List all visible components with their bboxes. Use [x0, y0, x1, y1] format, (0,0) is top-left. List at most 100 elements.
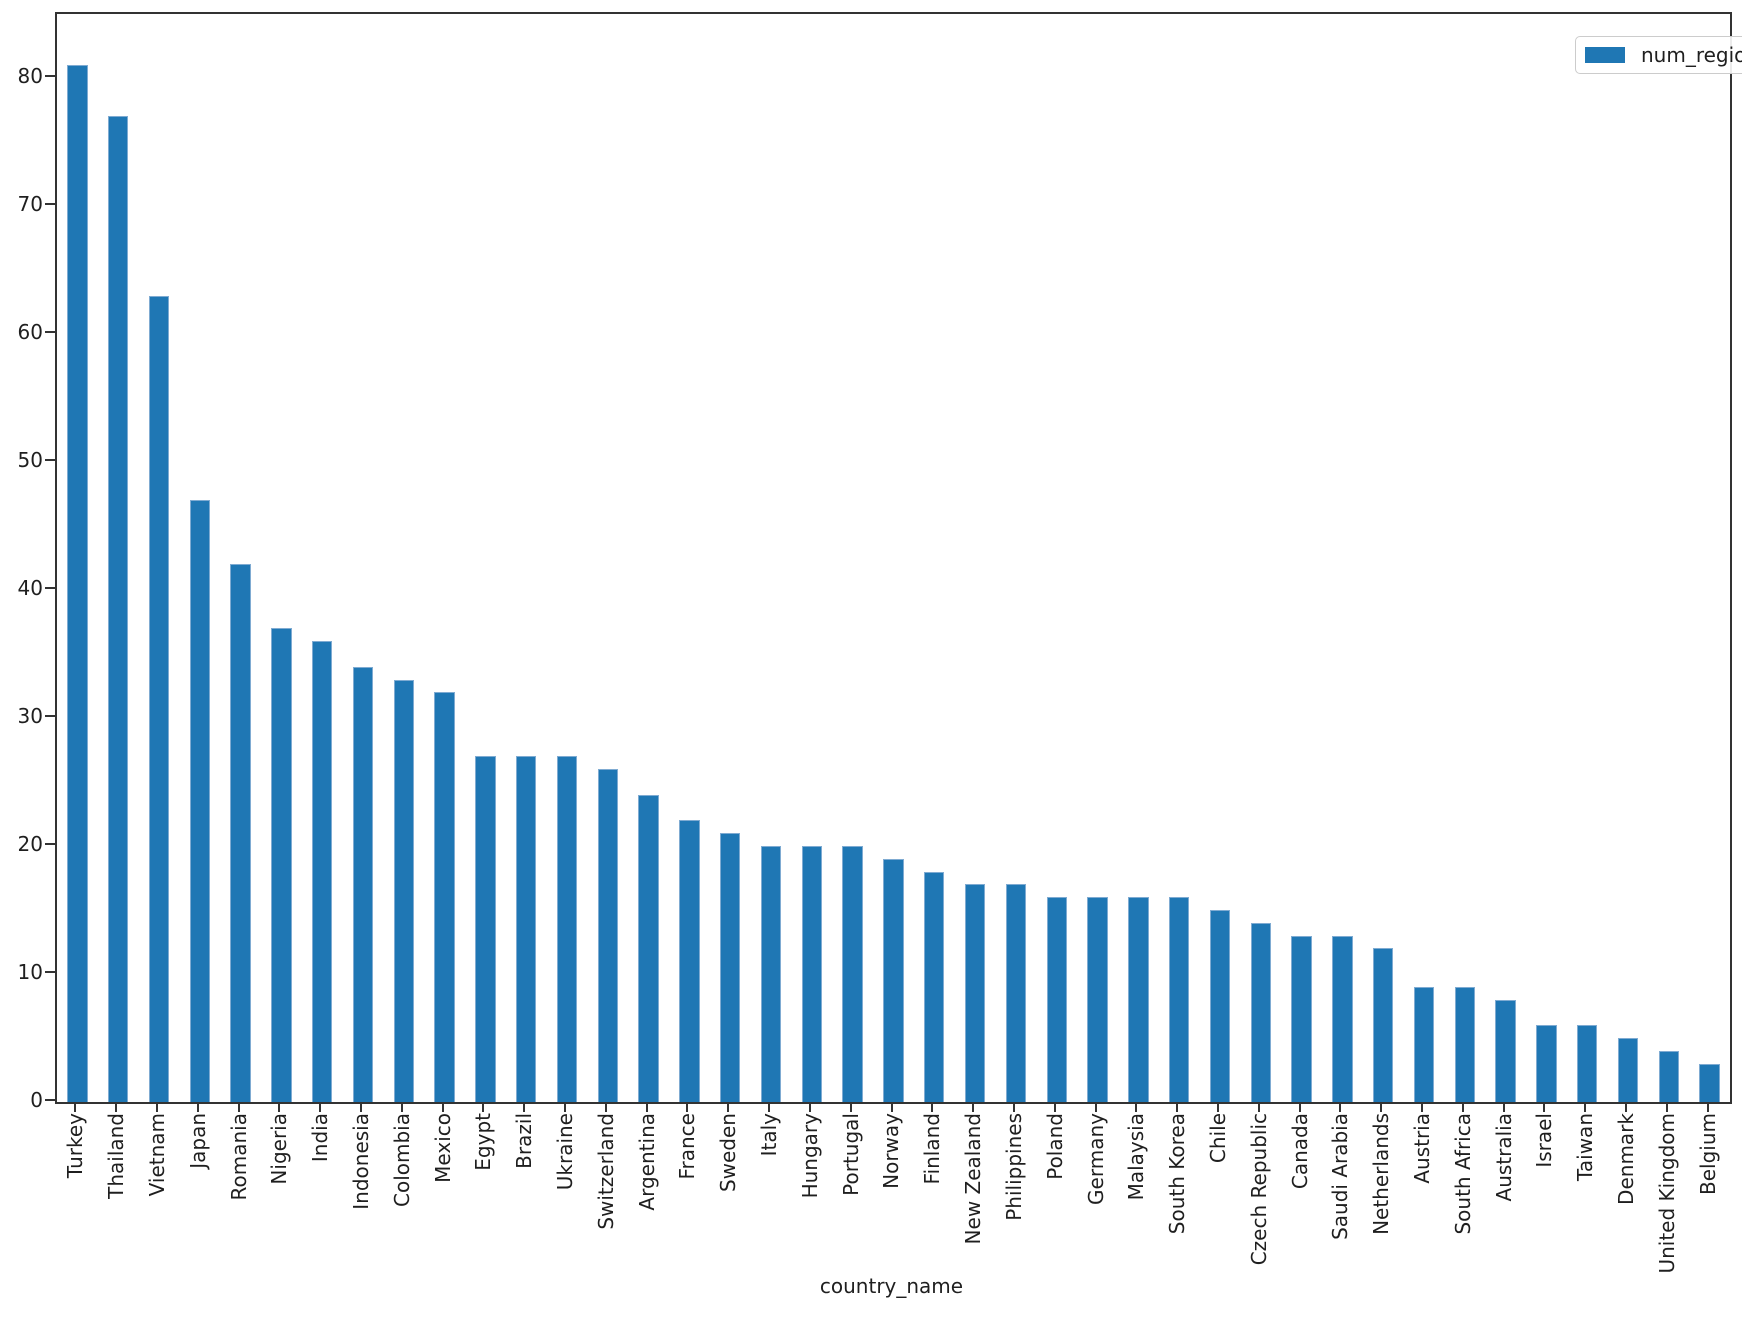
x-tick-label-slot: Malaysia: [1116, 1113, 1157, 1200]
bar-thailand: [108, 116, 129, 1102]
bar-mexico: [434, 692, 455, 1102]
y-tick-mark-60: [45, 331, 55, 333]
x-tick-mark: [441, 1102, 444, 1112]
bar-philippines: [1005, 884, 1027, 1102]
bar-belgium: [1699, 1063, 1720, 1102]
x-tick-label-slot: Nigeria: [259, 1113, 300, 1185]
x-tick-mark: [1543, 1102, 1546, 1112]
x-tick-label-czech-republic: Czech Republic: [1246, 1113, 1271, 1266]
x-tick-label-slot: Sweden: [708, 1113, 749, 1192]
bar-germany: [1087, 897, 1108, 1102]
x-tick-label-poland: Poland: [1042, 1113, 1067, 1180]
x-tick-label-austria: Austria: [1409, 1113, 1434, 1184]
bar-austria: [1413, 986, 1435, 1102]
x-tick-label-slot: United Kingdom: [1646, 1113, 1687, 1274]
x-tick-label-new-zealand: New Zealand: [961, 1113, 986, 1245]
bar-france: [679, 820, 700, 1102]
x-tick-label-israel: Israel: [1532, 1113, 1557, 1168]
x-tick-label-slot: Turkey: [55, 1113, 96, 1178]
y-tick-label-20: 20: [17, 832, 43, 856]
x-tick-label-colombia: Colombia: [389, 1113, 414, 1207]
plot-area: num_regions: [55, 12, 1742, 1104]
x-tick-label-japan: Japan: [185, 1113, 210, 1169]
x-tick-label-portugal: Portugal: [838, 1113, 863, 1196]
x-tick-label-belgium: Belgium: [1695, 1113, 1720, 1195]
y-tick-mark-40: [45, 587, 55, 589]
x-tick-mark: [1298, 1102, 1301, 1112]
x-tick-label-slot: Indonesia: [341, 1113, 382, 1210]
x-tick-label-slot: Brazil: [504, 1113, 545, 1169]
x-tick-mark: [1176, 1102, 1179, 1112]
y-tick-mark-20: [45, 843, 55, 845]
y-tick-mark-50: [45, 459, 55, 461]
x-tick-mark: [523, 1102, 526, 1112]
x-tick-label-turkey: Turkey: [63, 1113, 88, 1179]
bar-sweden: [720, 833, 741, 1102]
bar-vietnam: [148, 295, 170, 1102]
x-tick-label-argentina: Argentina: [634, 1113, 659, 1211]
x-tick-label-slot: South Africa: [1442, 1113, 1483, 1235]
y-tick-mark-10: [45, 971, 55, 973]
x-tick-label-south-korea: South Korea: [1165, 1113, 1190, 1235]
x-tick-label-slot: Italy: [749, 1113, 790, 1156]
x-tick-mark: [1012, 1102, 1015, 1112]
x-tick-label-sweden: Sweden: [716, 1113, 741, 1193]
y-tick-label-50: 50: [17, 448, 43, 472]
x-tick-label-mexico: Mexico: [430, 1113, 455, 1183]
x-tick-mark: [1094, 1102, 1097, 1112]
bar-egypt: [475, 756, 496, 1102]
bar-saudi-arabia: [1332, 935, 1353, 1102]
x-tick-label-slot: Saudi Arabia: [1320, 1113, 1361, 1240]
x-tick-label-slot: Philippines: [994, 1113, 1035, 1221]
x-tick-label-switzerland: Switzerland: [593, 1113, 618, 1230]
bar-south-africa: [1454, 986, 1475, 1102]
bar-south-korea: [1168, 897, 1190, 1102]
x-tick-label-slot: France: [667, 1113, 708, 1180]
bar-switzerland: [597, 769, 619, 1102]
x-tick-label-slot: Belgium: [1687, 1113, 1728, 1195]
x-tick-mark: [1461, 1102, 1464, 1112]
bar-indonesia: [352, 666, 374, 1102]
legend-swatch-icon: [1585, 47, 1625, 63]
x-tick-mark: [1257, 1102, 1260, 1112]
x-tick-mark: [237, 1102, 240, 1112]
x-tick-label-slot: Egypt: [463, 1113, 504, 1171]
legend-label: num_regions: [1641, 43, 1742, 67]
x-tick-label-slot: Portugal: [830, 1113, 871, 1196]
x-tick-label-hungary: Hungary: [797, 1113, 822, 1199]
y-tick-label-80: 80: [17, 64, 43, 88]
x-tick-mark: [74, 1102, 77, 1112]
x-tick-label-south-africa: South Africa: [1450, 1113, 1475, 1235]
bar-denmark: [1617, 1038, 1639, 1102]
x-tick-mark: [808, 1102, 811, 1112]
bar-hungary: [801, 846, 823, 1102]
x-tick-mark: [360, 1102, 363, 1112]
x-tick-mark: [645, 1102, 648, 1112]
x-tick-mark: [319, 1102, 322, 1112]
x-tick-label-ukraine: Ukraine: [553, 1113, 578, 1191]
x-tick-mark: [1584, 1102, 1587, 1112]
y-tick-mark-30: [45, 715, 55, 717]
bar-new-zealand: [964, 884, 986, 1102]
x-tick-label-slot: Switzerland: [585, 1113, 626, 1230]
y-tick-mark-0: [45, 1099, 55, 1101]
x-tick-label-india: India: [308, 1113, 333, 1163]
bar-portugal: [842, 846, 863, 1102]
bar-romania: [230, 564, 251, 1102]
y-tick-label-40: 40: [17, 576, 43, 600]
x-tick-mark: [1216, 1102, 1219, 1112]
bar-chile: [1209, 910, 1231, 1102]
x-tick-label-finland: Finland: [920, 1113, 945, 1185]
x-tick-mark: [196, 1102, 199, 1112]
bar-taiwan: [1576, 1025, 1598, 1102]
x-tick-label-nigeria: Nigeria: [267, 1113, 292, 1185]
x-tick-label-philippines: Philippines: [1001, 1113, 1026, 1221]
x-tick-label-denmark: Denmark: [1613, 1113, 1638, 1205]
y-tick-mark-70: [45, 203, 55, 205]
bar-japan: [189, 500, 210, 1102]
x-tick-label-united-kingdom: United Kingdom: [1654, 1113, 1679, 1274]
x-tick-label-italy: Italy: [757, 1113, 782, 1157]
x-tick-mark: [727, 1102, 730, 1112]
x-tick-label-thailand: Thailand: [104, 1113, 129, 1199]
bar-brazil: [516, 756, 537, 1102]
